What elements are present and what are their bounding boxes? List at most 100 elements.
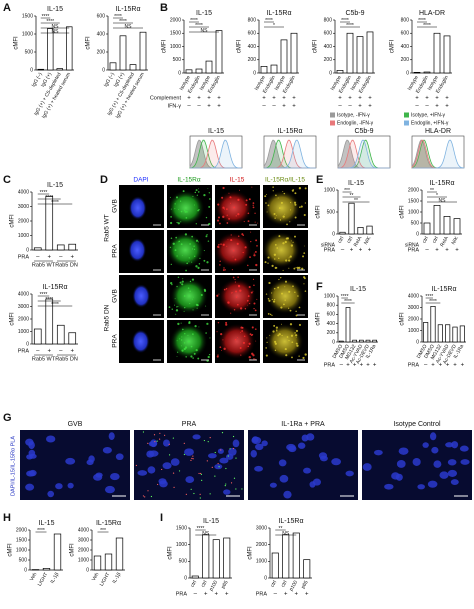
nucleus <box>439 471 449 479</box>
speckle <box>272 190 274 192</box>
speckle <box>177 351 179 353</box>
y-tick-label: 0 <box>26 341 29 347</box>
nucleus <box>460 459 470 465</box>
pla-dot <box>203 439 205 442</box>
row-value: + <box>197 96 201 102</box>
speckle <box>170 215 172 218</box>
speckle <box>284 280 288 283</box>
speckle <box>228 218 230 220</box>
speckle <box>255 340 257 342</box>
pla-dot <box>192 455 194 457</box>
row-value: + <box>350 248 354 254</box>
bar <box>280 39 288 74</box>
bar <box>119 35 127 71</box>
nucleus <box>261 440 268 447</box>
speckle <box>178 208 180 210</box>
pla-dot <box>153 434 156 436</box>
y-tick-label: 400 <box>327 321 336 327</box>
bar <box>336 69 344 74</box>
pla-dot <box>147 442 149 444</box>
x-tick-label: ctrl <box>280 580 289 589</box>
speckle <box>237 213 240 216</box>
row-value: – <box>424 362 428 368</box>
speckle <box>179 338 181 340</box>
speckle <box>194 255 196 257</box>
significance-label: **** <box>42 14 50 20</box>
speckle <box>177 276 180 279</box>
nucleus <box>162 462 172 470</box>
nucleus <box>228 447 237 456</box>
speckle <box>255 239 258 242</box>
pla-dot <box>168 443 170 446</box>
row-value: + <box>217 96 221 102</box>
bar <box>459 325 465 343</box>
speckle <box>280 201 283 204</box>
speckle <box>170 221 173 225</box>
significance-label: *** <box>100 528 106 534</box>
speckle <box>295 267 297 268</box>
row-value: + <box>204 592 208 598</box>
speckle <box>256 245 258 247</box>
speckle <box>222 186 225 190</box>
column-header: IL-15 <box>230 177 245 184</box>
speckle <box>267 313 270 315</box>
bar <box>303 559 311 579</box>
stain <box>166 190 205 227</box>
nucleus <box>207 453 217 459</box>
panel-letter: F <box>316 281 323 293</box>
y-axis-label: cMFI <box>168 546 174 560</box>
x-tick-label: LIGHT <box>99 572 112 588</box>
y-tick-label: 0 <box>26 247 29 253</box>
speckle <box>181 283 184 286</box>
nucleus <box>303 467 311 474</box>
speckle <box>209 198 211 200</box>
significance-label: NS <box>202 531 210 537</box>
bar <box>346 32 354 74</box>
pla-dot <box>172 472 175 474</box>
speckle <box>217 203 220 206</box>
speckle <box>242 251 244 254</box>
speckle <box>240 331 242 333</box>
legend-label: Isotype, -IFN-γ <box>337 112 370 118</box>
speckle <box>194 191 197 194</box>
pla-dot <box>168 454 171 456</box>
speckle <box>225 208 228 211</box>
y-tick-label: 2000 <box>16 527 27 533</box>
nucleus <box>55 483 63 490</box>
y-tick-label: 3000 <box>78 537 89 543</box>
row-value: + <box>353 362 357 368</box>
speckle <box>273 324 276 327</box>
pla-dot <box>220 449 222 451</box>
stain <box>214 232 253 269</box>
speckle <box>239 189 241 191</box>
bar <box>430 306 436 343</box>
y-tick-label: 1000 <box>408 328 419 334</box>
row-value: + <box>70 349 74 355</box>
speckle <box>277 286 280 289</box>
chart-title: IL-15Rα <box>278 518 303 525</box>
y-tick-label: 1000 <box>324 293 335 299</box>
bar <box>68 243 77 251</box>
chart-title: IL-15 <box>203 518 219 525</box>
speckle <box>198 188 200 190</box>
speckle <box>276 330 278 332</box>
y-tick-label: 2000 <box>408 187 419 193</box>
row-value: + <box>435 96 439 102</box>
speckle <box>184 210 187 213</box>
y-tick-label: 800 <box>327 303 336 309</box>
nucleus <box>288 445 297 453</box>
nucleus <box>459 445 469 452</box>
speckle <box>219 260 221 263</box>
speckle <box>174 208 176 210</box>
nucleus <box>447 469 458 477</box>
speckle <box>187 340 190 343</box>
pla-dot <box>225 483 227 485</box>
row-value: – <box>340 362 344 368</box>
y-axis-label: cMFI <box>316 312 322 326</box>
panel-title: GVB <box>68 421 83 428</box>
bar <box>423 71 431 74</box>
nucleus <box>128 196 147 221</box>
bar <box>452 326 458 343</box>
y-tick-label: 4000 <box>18 291 29 297</box>
legend-label: Isotype, +IFN-γ <box>411 112 446 118</box>
